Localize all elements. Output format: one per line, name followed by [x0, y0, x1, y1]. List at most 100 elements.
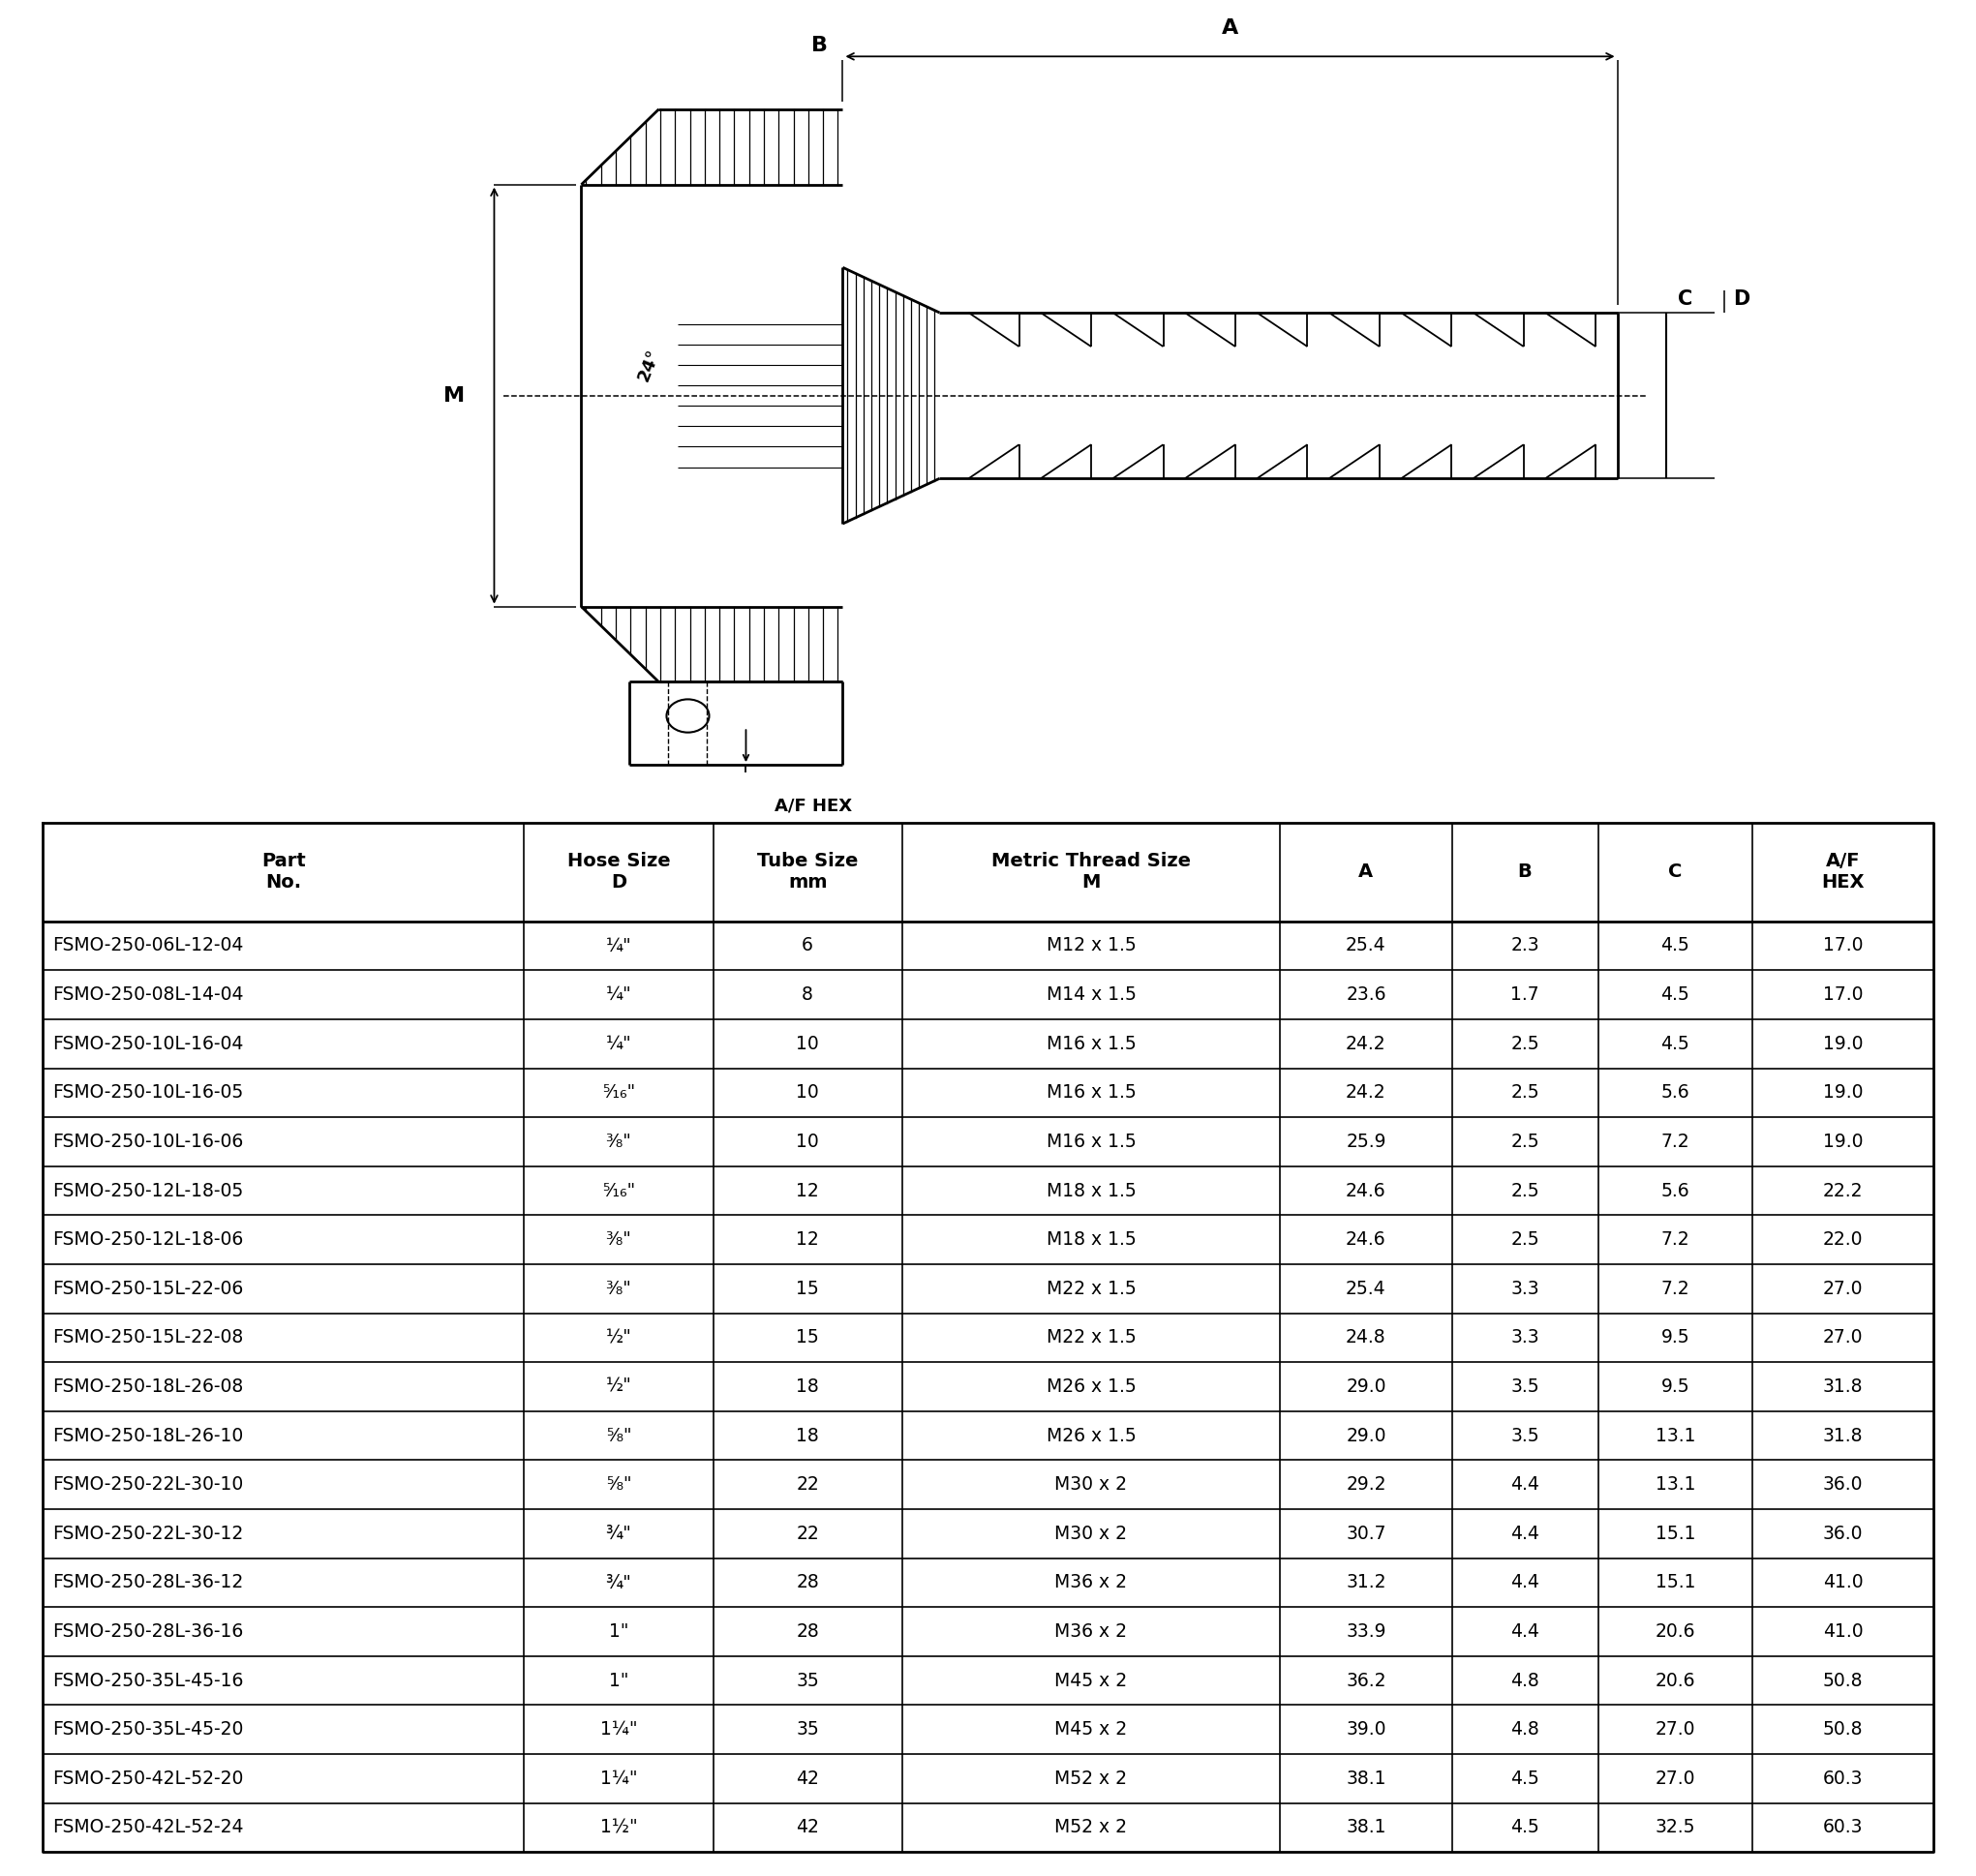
Text: FSMO-250-18L-26-08: FSMO-250-18L-26-08 — [53, 1377, 243, 1396]
Text: 10: 10 — [796, 1084, 820, 1101]
Text: 22: 22 — [796, 1525, 820, 1542]
Text: M30 x 2: M30 x 2 — [1055, 1475, 1128, 1493]
Text: 1.7: 1.7 — [1510, 985, 1539, 1004]
Text: 17.0: 17.0 — [1822, 985, 1863, 1004]
Text: FSMO-250-06L-12-04: FSMO-250-06L-12-04 — [53, 936, 243, 955]
Text: M45 x 2: M45 x 2 — [1055, 1672, 1128, 1690]
Text: 29.0: 29.0 — [1346, 1377, 1385, 1396]
Text: 32.5: 32.5 — [1656, 1818, 1695, 1837]
Text: 50.8: 50.8 — [1822, 1672, 1863, 1690]
Text: 60.3: 60.3 — [1822, 1769, 1863, 1788]
Text: FSMO-250-42L-52-20: FSMO-250-42L-52-20 — [53, 1769, 243, 1788]
Text: M16 x 1.5: M16 x 1.5 — [1045, 1133, 1136, 1150]
Text: ½": ½" — [605, 1377, 632, 1396]
Text: 10: 10 — [796, 1034, 820, 1052]
Text: M52 x 2: M52 x 2 — [1055, 1818, 1128, 1837]
Text: ⁵⁄₁₆": ⁵⁄₁₆" — [603, 1084, 634, 1101]
Text: 4.5: 4.5 — [1510, 1818, 1539, 1837]
Text: FSMO-250-18L-26-10: FSMO-250-18L-26-10 — [53, 1426, 243, 1445]
Text: 4.5: 4.5 — [1662, 1034, 1689, 1052]
Text: A/F HEX: A/F HEX — [775, 797, 852, 814]
Text: Part
No.: Part No. — [261, 852, 306, 891]
Text: 4.5: 4.5 — [1510, 1769, 1539, 1788]
Text: M36 x 2: M36 x 2 — [1055, 1574, 1128, 1593]
Text: 1¼": 1¼" — [601, 1769, 636, 1788]
Text: 25.9: 25.9 — [1346, 1133, 1385, 1150]
Text: FSMO-250-12L-18-06: FSMO-250-12L-18-06 — [53, 1231, 243, 1249]
Text: 36.0: 36.0 — [1822, 1525, 1863, 1542]
Text: 3.3: 3.3 — [1510, 1279, 1539, 1298]
Text: ¼": ¼" — [607, 1034, 632, 1052]
Text: 3.3: 3.3 — [1510, 1328, 1539, 1347]
Text: 13.1: 13.1 — [1656, 1426, 1695, 1445]
Text: 28: 28 — [796, 1574, 820, 1593]
Text: 10: 10 — [796, 1133, 820, 1150]
Text: ³⁄₈": ³⁄₈" — [605, 1279, 632, 1298]
Text: Hose Size
D: Hose Size D — [567, 852, 670, 891]
Text: ⁵⁄₈": ⁵⁄₈" — [607, 1426, 632, 1445]
Text: FSMO-250-28L-36-12: FSMO-250-28L-36-12 — [53, 1574, 243, 1593]
Text: FSMO-250-10L-16-06: FSMO-250-10L-16-06 — [53, 1133, 243, 1150]
Text: 13.1: 13.1 — [1656, 1475, 1695, 1493]
Text: 4.5: 4.5 — [1662, 936, 1689, 955]
Text: 4.5: 4.5 — [1662, 985, 1689, 1004]
Text: ⁵⁄₁₆": ⁵⁄₁₆" — [603, 1182, 634, 1201]
Text: 29.2: 29.2 — [1346, 1475, 1385, 1493]
Text: 19.0: 19.0 — [1822, 1133, 1863, 1150]
Text: 24°: 24° — [634, 347, 664, 385]
Text: 6: 6 — [802, 936, 814, 955]
Text: 15.1: 15.1 — [1656, 1525, 1695, 1542]
Text: 30.7: 30.7 — [1346, 1525, 1385, 1542]
Text: M16 x 1.5: M16 x 1.5 — [1045, 1084, 1136, 1101]
Text: 2.5: 2.5 — [1510, 1133, 1539, 1150]
Text: M52 x 2: M52 x 2 — [1055, 1769, 1128, 1788]
Text: 27.0: 27.0 — [1656, 1769, 1695, 1788]
Text: 22: 22 — [796, 1475, 820, 1493]
Text: M30 x 2: M30 x 2 — [1055, 1525, 1128, 1542]
Text: 38.1: 38.1 — [1346, 1769, 1385, 1788]
Text: 2.5: 2.5 — [1510, 1231, 1539, 1249]
Text: FSMO-250-22L-30-12: FSMO-250-22L-30-12 — [53, 1525, 243, 1542]
Text: 4.8: 4.8 — [1510, 1720, 1539, 1739]
Text: A/F
HEX: A/F HEX — [1822, 852, 1863, 891]
Text: 36.0: 36.0 — [1822, 1475, 1863, 1493]
Text: 35: 35 — [796, 1720, 820, 1739]
Text: 18: 18 — [796, 1426, 820, 1445]
Text: 24.6: 24.6 — [1346, 1231, 1385, 1249]
Text: 27.0: 27.0 — [1656, 1720, 1695, 1739]
Text: 3.5: 3.5 — [1510, 1377, 1539, 1396]
Text: 9.5: 9.5 — [1662, 1377, 1689, 1396]
Text: 28: 28 — [796, 1623, 820, 1642]
Text: FSMO-250-10L-16-04: FSMO-250-10L-16-04 — [53, 1034, 243, 1052]
Text: 1": 1" — [609, 1623, 628, 1642]
Text: 27.0: 27.0 — [1822, 1328, 1863, 1347]
Text: FSMO-250-35L-45-20: FSMO-250-35L-45-20 — [53, 1720, 243, 1739]
Text: Metric Thread Size
M: Metric Thread Size M — [992, 852, 1192, 891]
Text: 42: 42 — [796, 1769, 820, 1788]
Text: FSMO-250-12L-18-05: FSMO-250-12L-18-05 — [53, 1182, 243, 1201]
Text: 20.6: 20.6 — [1656, 1623, 1695, 1642]
Text: 23.6: 23.6 — [1346, 985, 1385, 1004]
Text: M12 x 1.5: M12 x 1.5 — [1045, 936, 1136, 955]
Text: 12: 12 — [796, 1182, 820, 1201]
Text: 2.3: 2.3 — [1510, 936, 1539, 955]
Text: FSMO-250-42L-52-24: FSMO-250-42L-52-24 — [53, 1818, 243, 1837]
Text: 4.4: 4.4 — [1510, 1623, 1539, 1642]
Text: 41.0: 41.0 — [1822, 1623, 1863, 1642]
Text: 50.8: 50.8 — [1822, 1720, 1863, 1739]
Text: FSMO-250-35L-45-16: FSMO-250-35L-45-16 — [53, 1672, 243, 1690]
Text: M18 x 1.5: M18 x 1.5 — [1045, 1231, 1136, 1249]
Text: 42: 42 — [796, 1818, 820, 1837]
Text: 19.0: 19.0 — [1822, 1084, 1863, 1101]
Text: ¾": ¾" — [605, 1574, 632, 1593]
Text: 4.4: 4.4 — [1510, 1525, 1539, 1542]
Text: 17.0: 17.0 — [1822, 936, 1863, 955]
Text: C: C — [1668, 863, 1682, 882]
Text: M26 x 1.5: M26 x 1.5 — [1045, 1426, 1136, 1445]
Text: 24.2: 24.2 — [1346, 1084, 1385, 1101]
Text: A: A — [1221, 19, 1239, 38]
Text: D: D — [1733, 289, 1751, 310]
Text: 27.0: 27.0 — [1822, 1279, 1863, 1298]
Text: M: M — [445, 386, 464, 405]
Text: B: B — [1518, 863, 1531, 882]
